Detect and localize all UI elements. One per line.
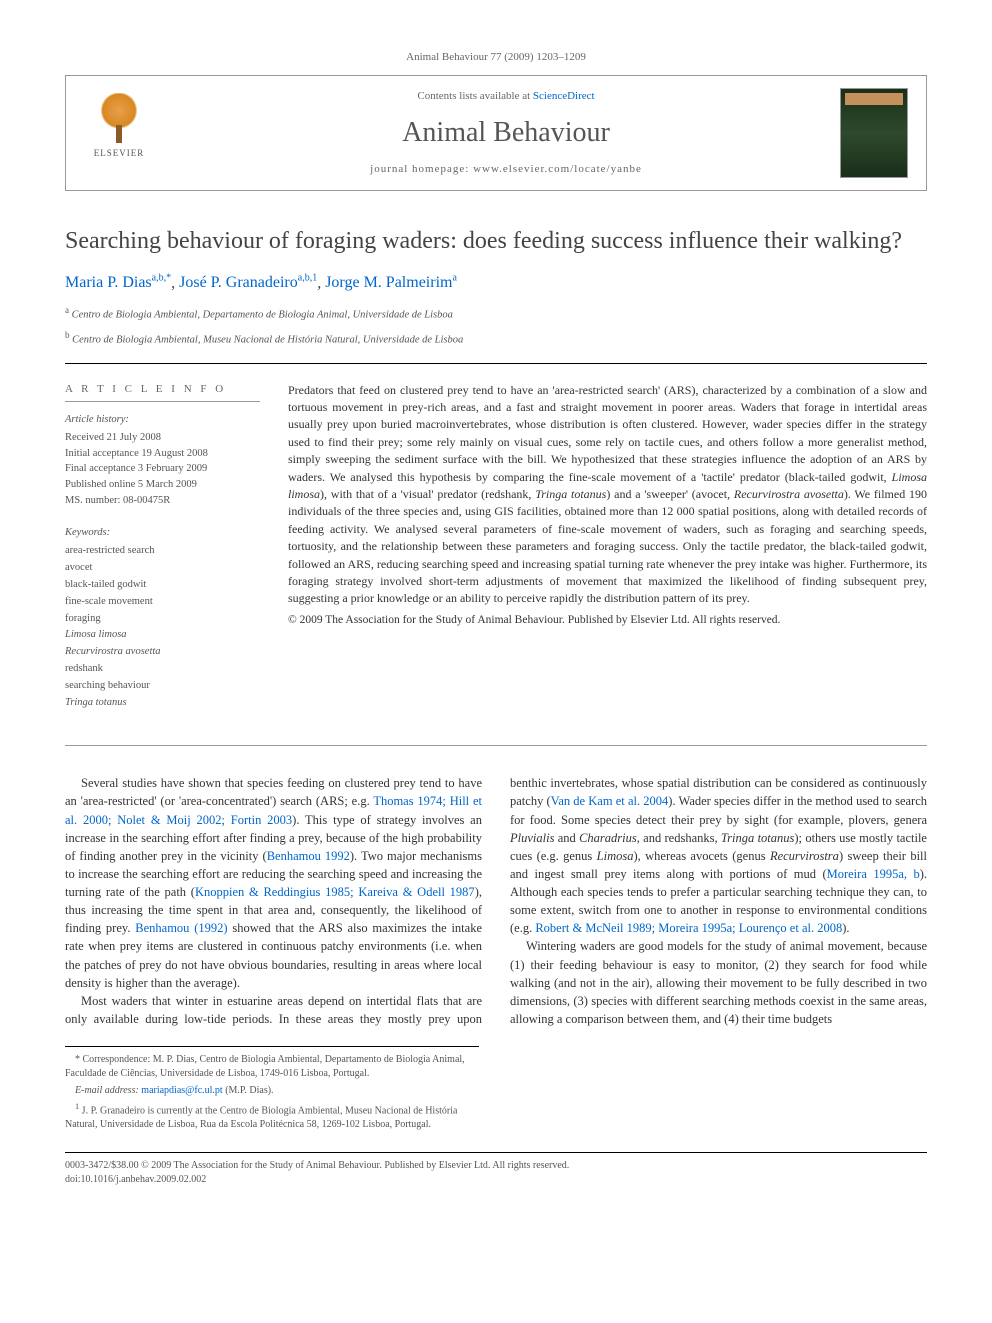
journal-cover-thumb	[840, 88, 908, 178]
keywords-subhead: Keywords:	[65, 525, 260, 542]
email-note: E-mail address: mariapdias@fc.ul.pt (M.P…	[65, 1084, 479, 1098]
separator-rule	[65, 363, 927, 364]
citation-link[interactable]: Van de Kam et al. 2004	[551, 794, 669, 808]
history-subhead: Article history:	[65, 412, 260, 428]
keyword: Tringa totanus	[65, 695, 260, 712]
citation-link[interactable]: Benhamou 1992	[267, 849, 350, 863]
running-head: Animal Behaviour 77 (2009) 1203–1209	[65, 50, 927, 65]
elsevier-tree-icon	[94, 93, 144, 143]
article-info-heading: A R T I C L E I N F O	[65, 382, 260, 402]
keyword: avocet	[65, 560, 260, 577]
page-footer: 0003-3472/$38.00 © 2009 The Association …	[65, 1152, 927, 1187]
citation-link[interactable]: Robert & McNeil 1989; Moreira 1995a; Lou…	[535, 921, 842, 935]
body-paragraph: Wintering waders are good models for the…	[510, 937, 927, 1028]
citation-link[interactable]: Benhamou (1992)	[135, 921, 227, 935]
abstract-copyright: © 2009 The Association for the Study of …	[288, 612, 927, 629]
homepage-line: journal homepage: www.elsevier.com/locat…	[172, 162, 840, 177]
publisher-name: ELSEVIER	[94, 147, 145, 160]
affiliation-b: b Centro de Biologia Ambiental, Museu Na…	[65, 329, 927, 348]
footer-doi: doi:10.1016/j.anbehav.2009.02.002	[65, 1173, 927, 1187]
thin-rule	[65, 745, 927, 746]
author-2[interactable]: José P. Granadeiroa,b,1	[179, 274, 317, 291]
article-history: Article history: Received 21 July 2008 I…	[65, 412, 260, 509]
keyword: Recurvirostra avosetta	[65, 644, 260, 661]
author-list: Maria P. Diasa,b,*, José P. Granadeiroa,…	[65, 272, 927, 295]
history-line: Initial acceptance 19 August 2008	[65, 446, 260, 462]
history-line: MS. number: 08-00475R	[65, 493, 260, 509]
keywords-block: Keywords: area-restricted search avocet …	[65, 525, 260, 712]
correspondence-note: * Correspondence: M. P. Dias, Centro de …	[65, 1053, 479, 1081]
keyword: searching behaviour	[65, 678, 260, 695]
author-3[interactable]: Jorge M. Palmeirima	[325, 274, 457, 291]
homepage-prefix: journal homepage:	[370, 163, 473, 175]
keyword: foraging	[65, 611, 260, 628]
keyword: black-tailed godwit	[65, 577, 260, 594]
body-paragraph: Several studies have shown that species …	[65, 774, 482, 992]
history-line: Final acceptance 3 February 2009	[65, 461, 260, 477]
contents-prefix: Contents lists available at	[417, 90, 532, 102]
keyword: redshank	[65, 661, 260, 678]
contents-line: Contents lists available at ScienceDirec…	[172, 89, 840, 104]
footnotes: * Correspondence: M. P. Dias, Centro de …	[65, 1046, 479, 1132]
homepage-url[interactable]: www.elsevier.com/locate/yanbe	[473, 163, 642, 175]
article-info-box: A R T I C L E I N F O Article history: R…	[65, 382, 260, 728]
email-link[interactable]: mariapdias@fc.ul.pt	[141, 1085, 222, 1096]
keyword: fine-scale movement	[65, 594, 260, 611]
article-title: Searching behaviour of foraging waders: …	[65, 226, 927, 257]
author-1[interactable]: Maria P. Diasa,b,*	[65, 274, 171, 291]
footer-copyright: 0003-3472/$38.00 © 2009 The Association …	[65, 1159, 927, 1173]
header-center: Contents lists available at ScienceDirec…	[172, 89, 840, 177]
affiliation-a: a Centro de Biologia Ambiental, Departam…	[65, 304, 927, 323]
history-line: Published online 5 March 2009	[65, 477, 260, 493]
keyword: Limosa limosa	[65, 627, 260, 644]
author-note-1: 1 J. P. Granadeiro is currently at the C…	[65, 1101, 479, 1132]
journal-header: ELSEVIER Contents lists available at Sci…	[65, 75, 927, 191]
elsevier-logo: ELSEVIER	[84, 93, 154, 173]
keyword: area-restricted search	[65, 543, 260, 560]
abstract: Predators that feed on clustered prey te…	[288, 382, 927, 728]
journal-name: Animal Behaviour	[172, 113, 840, 152]
citation-link[interactable]: Knoppien & Reddingius 1985; Kareiva & Od…	[195, 885, 475, 899]
page-container: Animal Behaviour 77 (2009) 1203–1209 ELS…	[0, 0, 992, 1227]
history-line: Received 21 July 2008	[65, 430, 260, 446]
info-abstract-row: A R T I C L E I N F O Article history: R…	[65, 382, 927, 728]
body-text: Several studies have shown that species …	[65, 774, 927, 1028]
citation-link[interactable]: Moreira 1995a, b	[827, 867, 920, 881]
sciencedirect-link[interactable]: ScienceDirect	[533, 90, 595, 102]
